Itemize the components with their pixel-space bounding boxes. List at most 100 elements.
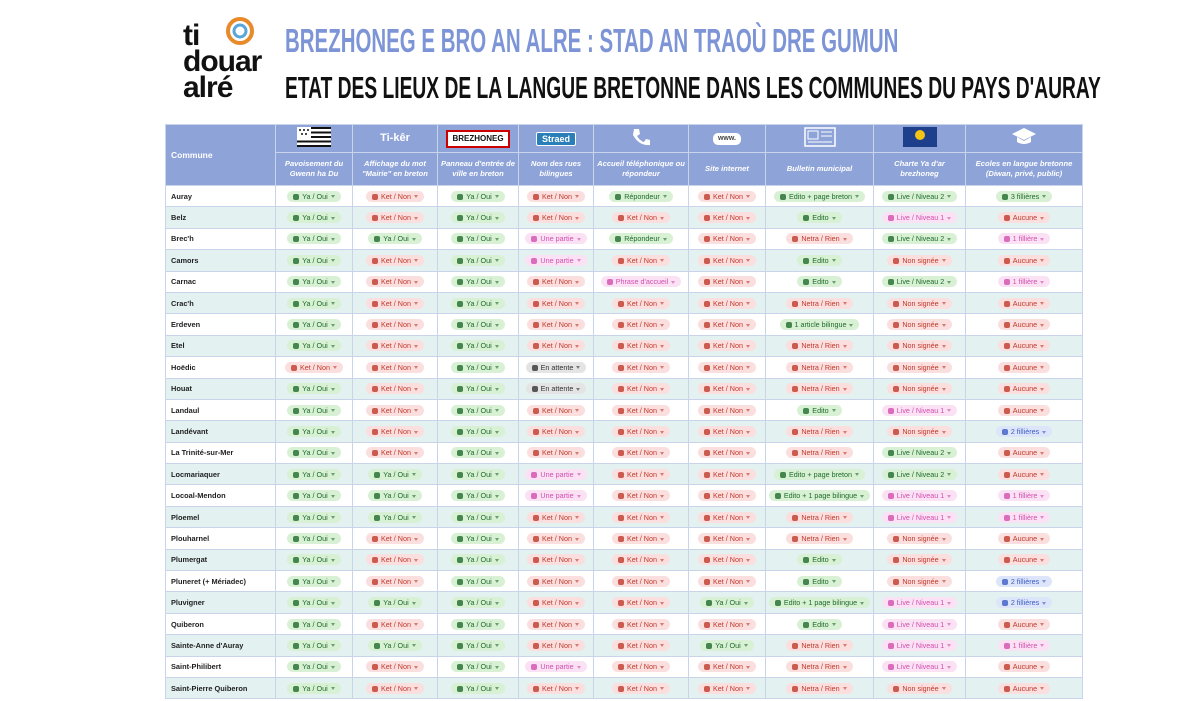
cell: Live / Niveau 1 — [873, 612, 966, 636]
status-chip: Ket / Non — [366, 425, 424, 437]
cell: Edito — [765, 548, 874, 572]
column-label: Bulletin municipal — [786, 164, 853, 173]
status-chip: Live / Niveau 1 — [881, 511, 958, 523]
header-cell: Site internet — [688, 152, 766, 186]
cell: Ket / Non — [352, 548, 438, 572]
cell: Ket / Non — [688, 463, 766, 486]
status-chip: Ya / Oui — [451, 233, 505, 245]
cell: Ket / Non — [688, 249, 766, 272]
cell: Aucune — [965, 612, 1083, 636]
status-chip: 1 fillière — [997, 233, 1051, 245]
status-chip: Live / Niveau 1 — [881, 597, 958, 609]
header-icon-cell: Straed — [518, 124, 594, 153]
cell: Aucune — [965, 291, 1083, 315]
cell: Ya / Oui — [275, 377, 353, 400]
status-chip: Ya / Oui — [451, 682, 505, 694]
cell: Netra / Rien — [765, 441, 874, 465]
cell: Ket / Non — [518, 313, 594, 336]
status-chip: Ket / Non — [612, 212, 670, 224]
status-chip: Live / Niveau 1 — [881, 661, 958, 673]
status-chip: Ya / Oui — [451, 361, 505, 373]
cell: Aucune — [965, 655, 1083, 678]
commune-name: Quiberon — [165, 612, 276, 636]
cell: Non signée — [873, 676, 966, 700]
status-chip: Ket / Non — [698, 447, 756, 459]
status-chip: Ket / Non — [366, 190, 424, 202]
cell: Live / Niveau 2 — [873, 463, 966, 486]
cell: Ket / Non — [352, 612, 438, 636]
cell: Ket / Non — [593, 484, 689, 507]
cell: Ya / Oui — [275, 634, 353, 657]
status-chip: Edito + 1 page bilingue — [768, 490, 871, 502]
cell: Ket / Non — [688, 270, 766, 293]
cell: Edito + page breton — [765, 463, 874, 486]
status-chip: Ket / Non — [612, 511, 670, 523]
cell: Non signée — [873, 420, 966, 443]
status-chip: Ket / Non — [527, 340, 585, 352]
status-chip: Ya / Oui — [287, 490, 341, 502]
cell: Ya / Oui — [275, 570, 353, 593]
status-chip: Ya / Oui — [287, 639, 341, 651]
status-chip: Ket / Non — [612, 319, 670, 331]
status-chip: Ya / Oui — [451, 190, 505, 202]
cell: Ket / Non — [518, 548, 594, 572]
column-label: Charte Ya d'ar brezhoneg — [894, 159, 945, 178]
commune-name: Locmariaquer — [165, 463, 276, 486]
cell: Ket / Non — [593, 398, 689, 422]
header-cell: Affichage du mot "Mairie" en breton — [352, 152, 438, 186]
commune-name: Belz — [165, 206, 276, 229]
cell: Ya / Oui — [275, 227, 353, 251]
status-chip: Ket / Non — [366, 404, 424, 416]
cell: Live / Niveau 1 — [873, 484, 966, 507]
status-chip: Ket / Non — [527, 447, 585, 459]
status-chip: Edito — [797, 575, 842, 587]
status-chip: Ket / Non — [366, 383, 424, 395]
status-chip: Répondeur — [609, 233, 673, 245]
cell: Ya / Oui — [437, 527, 519, 550]
row: Brec'h Ya / Oui Ya / Oui Ya / Oui Une partie… — [165, 227, 1083, 251]
status-chip: Aucune — [997, 212, 1051, 224]
status-chip: Netra / Rien — [786, 661, 853, 673]
status-chip: Ket / Non — [366, 254, 424, 266]
cell: Edito + 1 page bilingue — [765, 484, 874, 507]
status-chip: 1 fillière — [997, 511, 1051, 523]
status-chip: Ya / Oui — [451, 575, 505, 587]
cell: Live / Niveau 1 — [873, 591, 966, 614]
status-chip: Aucune — [997, 254, 1051, 266]
row: Locoal-Mendon Ya / Oui Ya / Oui Ya / Oui Une… — [165, 484, 1083, 507]
cell: Netra / Rien — [765, 356, 874, 379]
status-chip: Ket / Non — [698, 511, 756, 523]
row: Saint-Pierre Quiberon Ya / Oui Ket / Non Ya… — [165, 676, 1083, 700]
cell: 1 article bilingue — [765, 313, 874, 336]
header-cell: Nom des rues bilingues — [518, 152, 594, 186]
status-chip: Ket / Non — [527, 575, 585, 587]
cell: Aucune — [965, 356, 1083, 379]
header-cell: Accueil téléphonique ou répondeur — [593, 152, 689, 186]
cell: Ya / Oui — [275, 206, 353, 229]
status-chip: Ket / Non — [612, 618, 670, 630]
status-chip: Edito — [797, 404, 842, 416]
status-chip: Ket / Non — [527, 190, 585, 202]
column-icon-text: Straed — [535, 131, 576, 146]
status-chip: Ya / Oui — [451, 532, 505, 544]
commune-name: Carnac — [165, 270, 276, 293]
cell: Live / Niveau 1 — [873, 634, 966, 657]
status-chip: Aucune — [997, 340, 1051, 352]
status-chip: Ket / Non — [366, 319, 424, 331]
status-chip: Ya / Oui — [451, 597, 505, 609]
status-chip: Ya / Oui — [368, 490, 422, 502]
cell: Ket / Non — [518, 398, 594, 422]
cell: Edito + page breton — [765, 184, 874, 208]
cell: Non signée — [873, 356, 966, 379]
cell: Edito — [765, 570, 874, 593]
status-chip: Ya / Oui — [287, 340, 341, 352]
row: Erdeven Ya / Oui Ket / Non Ya / Oui Ket / No… — [165, 313, 1083, 336]
column-label: Panneau d'entrée de ville en breton — [441, 159, 515, 178]
cell: Phrase d'accueil — [593, 270, 689, 293]
status-chip: Aucune — [997, 554, 1051, 566]
status-chip: Live / Niveau 2 — [881, 447, 958, 459]
cell: Ya / Oui — [275, 484, 353, 507]
cell: Edito — [765, 249, 874, 272]
status-chip: Aucune — [997, 661, 1051, 673]
column-label: Nom des rues bilingues — [530, 159, 582, 178]
